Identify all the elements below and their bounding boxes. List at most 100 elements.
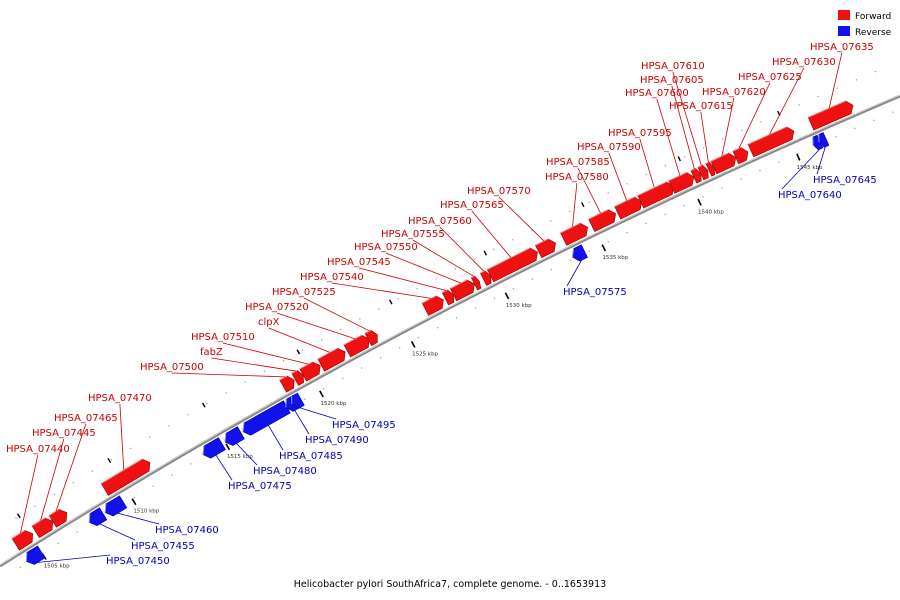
- gene-label-hpsa_07460[interactable]: HPSA_07460: [155, 525, 219, 536]
- gene-label-hpsa_07495[interactable]: HPSA_07495: [332, 420, 396, 431]
- gene-label-hpsa_07545[interactable]: HPSA_07545: [327, 257, 391, 268]
- gene-label-hpsa_07485[interactable]: HPSA_07485: [279, 451, 343, 462]
- gene-label-hpsa_07455[interactable]: HPSA_07455: [131, 541, 195, 552]
- gene-label-hpsa_07585[interactable]: HPSA_07585: [546, 157, 610, 168]
- gene-label-hpsa_07605[interactable]: HPSA_07605: [640, 75, 704, 86]
- gene-label-hpsa_07575[interactable]: HPSA_07575: [563, 287, 627, 298]
- gene-label-hpsa_07465[interactable]: HPSA_07465: [54, 413, 118, 424]
- minor-tick: [664, 165, 667, 167]
- minor-tick: [342, 377, 344, 380]
- major-tick: [796, 153, 801, 161]
- legend: Forward Reverse: [838, 10, 892, 38]
- gene-label-hpsa_07620[interactable]: HPSA_07620: [702, 87, 766, 98]
- gene-label-hpsa_07645[interactable]: HPSA_07645: [813, 175, 877, 186]
- minor-tick: [835, 136, 837, 138]
- gene-label-connector: [211, 357, 296, 372]
- gene-label-hpsa_07615[interactable]: HPSA_07615: [669, 101, 733, 112]
- minor-tick: [836, 87, 838, 89]
- gene-label-clpx[interactable]: clpX: [258, 317, 280, 328]
- gene-label-hpsa_07630[interactable]: HPSA_07630: [772, 57, 836, 68]
- gene-label-hpsa_07475[interactable]: HPSA_07475: [228, 481, 292, 492]
- gene-label-connector: [55, 423, 87, 512]
- minor-tick: [187, 414, 189, 416]
- gene-label-hpsa_07510[interactable]: HPSA_07510: [191, 332, 255, 343]
- minor-tick: [569, 259, 572, 261]
- gene-label-hpsa_07600[interactable]: HPSA_07600: [625, 88, 689, 99]
- minor-tick: [57, 542, 60, 545]
- gene-label-hpsa_07580[interactable]: HPSA_07580: [545, 172, 609, 183]
- gene-arrow-highlight: [807, 100, 846, 118]
- legend-swatch-forward: [838, 10, 850, 20]
- gene-label-connector: [215, 454, 233, 481]
- gene-arrow-highlight: [480, 270, 486, 274]
- major-tick: [601, 244, 607, 252]
- minor-tick: [152, 485, 154, 487]
- gene-arrow-highlight: [710, 152, 729, 162]
- gene-label-hpsa_07555[interactable]: HPSA_07555: [381, 229, 445, 240]
- gene-label-connector: [303, 297, 370, 332]
- gene-arrow-highlight: [588, 209, 609, 220]
- gene-arrow-hpsa_07575[interactable]: [572, 244, 588, 262]
- minor-tick: [110, 459, 113, 461]
- minor-tick: [854, 127, 856, 130]
- gene-label-hpsa_07590[interactable]: HPSA_07590: [577, 142, 641, 153]
- gene-label-fabz[interactable]: fabZ: [200, 347, 223, 358]
- minor-tick: [741, 129, 743, 132]
- gene-label-connector: [828, 52, 843, 109]
- tick-label: 1540 kbp: [698, 210, 724, 216]
- gene-label-hpsa_07560[interactable]: HPSA_07560: [408, 216, 472, 227]
- genome-axis-line: [0, 94, 900, 568]
- gene-label-connector: [236, 443, 258, 466]
- gene-label-hpsa_07540[interactable]: HPSA_07540: [300, 272, 364, 283]
- minor-tick: [53, 493, 55, 496]
- gene-label-connector: [572, 182, 578, 227]
- gene-label-connector: [471, 210, 512, 258]
- minor-tick: [301, 349, 304, 351]
- gene-label-hpsa_07635[interactable]: HPSA_07635: [810, 42, 874, 53]
- gene-label-hpsa_07565[interactable]: HPSA_07565: [440, 200, 504, 211]
- gene-label-hpsa_07480[interactable]: HPSA_07480: [253, 466, 317, 477]
- minor-tick: [702, 147, 705, 149]
- minor-tick: [397, 298, 399, 300]
- minor-tick: [34, 505, 36, 507]
- genome-caption: Helicobacter pylori SouthAfrica7, comple…: [294, 579, 606, 590]
- major-tick: [697, 198, 702, 206]
- minor-tick: [740, 178, 742, 180]
- gene-arrow-highlight: [535, 238, 549, 246]
- gene-label-hpsa_07550[interactable]: HPSA_07550: [354, 242, 418, 253]
- gene-label-hpsa_07490[interactable]: HPSA_07490: [305, 435, 369, 446]
- minor-tick: [361, 367, 363, 369]
- gene-label-connector: [816, 146, 826, 175]
- minor-tick: [855, 79, 858, 81]
- gene-label-hpsa_07500[interactable]: HPSA_07500: [140, 362, 204, 373]
- gene-label-connector: [412, 239, 474, 277]
- gene-label-hpsa_07570[interactable]: HPSA_07570: [467, 186, 531, 197]
- minor-tick: [588, 201, 590, 203]
- gene-label-connector: [119, 403, 125, 470]
- gene-label-hpsa_07440[interactable]: HPSA_07440: [6, 444, 70, 455]
- gene-label-connector: [656, 98, 681, 176]
- gene-label-hpsa_07450[interactable]: HPSA_07450: [106, 556, 170, 567]
- gene-label-hpsa_07445[interactable]: HPSA_07445: [32, 428, 96, 439]
- gene-label-hpsa_07595[interactable]: HPSA_07595: [608, 128, 672, 139]
- gene-label-connector: [171, 372, 286, 378]
- gene-label-hpsa_07625[interactable]: HPSA_07625: [738, 72, 802, 83]
- minor-tick: [340, 328, 342, 331]
- gene-label-hpsa_07470[interactable]: HPSA_07470: [88, 393, 152, 404]
- major-tick-upper: [16, 513, 21, 519]
- gene-label-hpsa_07520[interactable]: HPSA_07520: [245, 302, 309, 313]
- minor-tick: [759, 169, 761, 172]
- minor-tick: [797, 152, 799, 155]
- major-tick-upper: [677, 156, 681, 162]
- gene-label-hpsa_07610[interactable]: HPSA_07610: [641, 61, 705, 72]
- minor-tick: [133, 496, 135, 499]
- gene-label-hpsa_07640[interactable]: HPSA_07640: [778, 190, 842, 201]
- gene-label-hpsa_07525[interactable]: HPSA_07525: [272, 287, 336, 298]
- gene-label-connector: [577, 167, 601, 214]
- gene-label-connector: [566, 260, 582, 287]
- gene-label-connector: [40, 438, 65, 521]
- minor-tick: [359, 318, 361, 320]
- gene-arrow-highlight: [668, 172, 687, 182]
- gene-label-connector: [117, 512, 160, 525]
